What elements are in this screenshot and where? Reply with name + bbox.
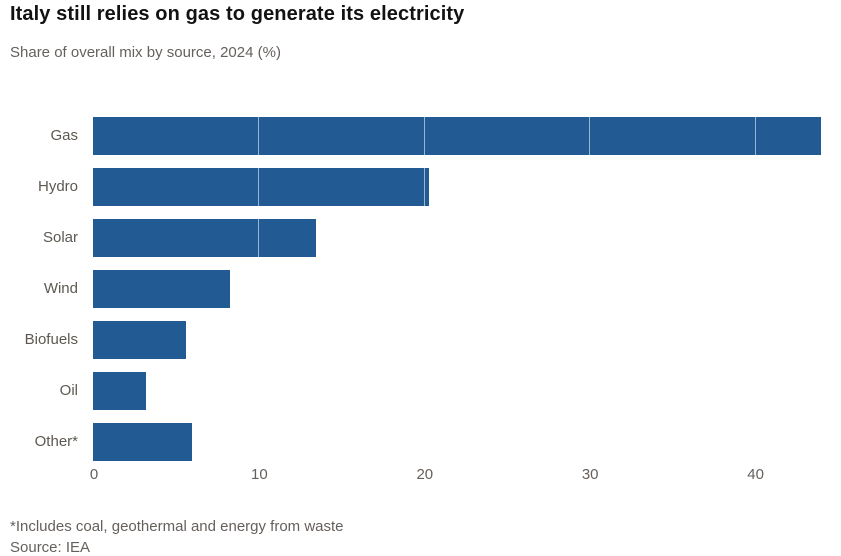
x-tick-label: 30: [581, 466, 599, 483]
bar-solar: [93, 219, 317, 257]
x-axis: 0 10 20 30 40: [0, 466, 841, 486]
x-tick-label: 20: [416, 466, 434, 483]
bar-row: Wind: [0, 270, 841, 308]
category-label: Biofuels: [24, 331, 78, 348]
gridline: [754, 117, 756, 461]
category-label: Oil: [59, 382, 78, 399]
bar-row: Gas: [0, 117, 841, 155]
bar-row: Hydro: [0, 168, 841, 206]
plot-area: Gas Hydro Solar Wind Biofuels Oil Other*: [0, 117, 841, 461]
bar-hydro: [93, 168, 429, 206]
bar-oil: [93, 372, 146, 410]
x-tick-label: 0: [89, 466, 99, 483]
category-label: Solar: [42, 229, 78, 246]
chart-title: Italy still relies on gas to generate it…: [10, 3, 465, 25]
x-tick-label: 40: [747, 466, 764, 483]
bar-biofuels: [93, 321, 186, 359]
category-label: Hydro: [37, 178, 78, 195]
chart-footnote: *Includes coal, geothermal and energy fr…: [10, 518, 344, 535]
bar-other: [93, 423, 193, 461]
bar-gas: [93, 117, 821, 155]
chart-subtitle: Share of overall mix by source, 2024 (%): [10, 44, 281, 61]
category-label: Gas: [50, 127, 78, 144]
gridline: [258, 117, 260, 461]
bar-wind: [93, 270, 231, 308]
bar-row: Other*: [0, 423, 841, 461]
bar-row: Oil: [0, 372, 841, 410]
bar-row: Biofuels: [0, 321, 841, 359]
category-label: Other*: [34, 433, 78, 450]
x-tick-label: 10: [251, 466, 268, 483]
gridline: [589, 117, 591, 461]
gridline: [423, 117, 425, 461]
category-label: Wind: [43, 280, 78, 297]
chart-source: Source: IEA: [10, 539, 91, 556]
bar-row: Solar: [0, 219, 841, 257]
